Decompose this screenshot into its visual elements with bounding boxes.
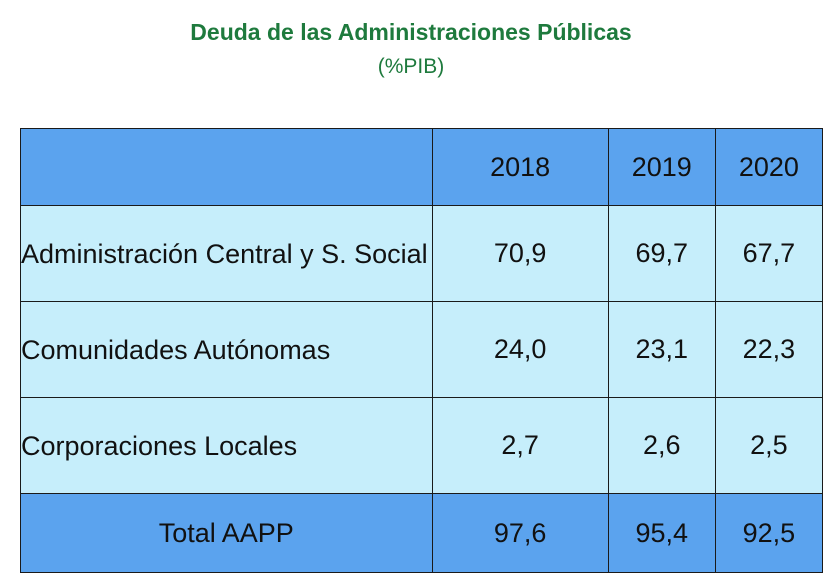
value-cell: 22,3 — [714, 301, 824, 398]
total-value-cell: 95,4 — [607, 493, 716, 573]
value-cell: 24,0 — [431, 301, 609, 398]
header-cell-year: 2020 — [714, 128, 824, 206]
value-cell: 23,1 — [607, 301, 716, 398]
header-cell-year: 2019 — [607, 128, 716, 206]
chart-subtitle: (%PIB) — [377, 55, 445, 78]
table-header-row: 2018 2019 2020 — [20, 128, 824, 206]
total-value-cell: 97,6 — [431, 493, 609, 573]
row-label: Administración Central y S. Social — [20, 205, 433, 302]
value-cell: 2,5 — [714, 397, 824, 494]
value-cell: 70,9 — [431, 205, 609, 302]
total-value-cell: 92,5 — [714, 493, 824, 573]
table-row: Comunidades Autónomas 24,0 23,1 22,3 — [20, 301, 824, 398]
table-row: Administración Central y S. Social 70,9 … — [20, 205, 824, 302]
row-label: Corporaciones Locales — [20, 397, 433, 494]
header-cell-label — [20, 128, 433, 206]
header-cell-year: 2018 — [431, 128, 609, 206]
debt-table: 2018 2019 2020 Administración Central y … — [20, 128, 824, 573]
chart-title: Deuda de las Administraciones Públicas — [190, 19, 632, 45]
table-row: Corporaciones Locales 2,7 2,6 2,5 — [20, 397, 824, 494]
value-cell: 69,7 — [607, 205, 716, 302]
value-cell: 2,6 — [607, 397, 716, 494]
value-cell: 67,7 — [714, 205, 824, 302]
value-cell: 2,7 — [431, 397, 609, 494]
row-label: Comunidades Autónomas — [20, 301, 433, 398]
total-row: Total AAPP 97,6 95,4 92,5 — [20, 493, 824, 573]
total-label: Total AAPP — [20, 493, 433, 573]
